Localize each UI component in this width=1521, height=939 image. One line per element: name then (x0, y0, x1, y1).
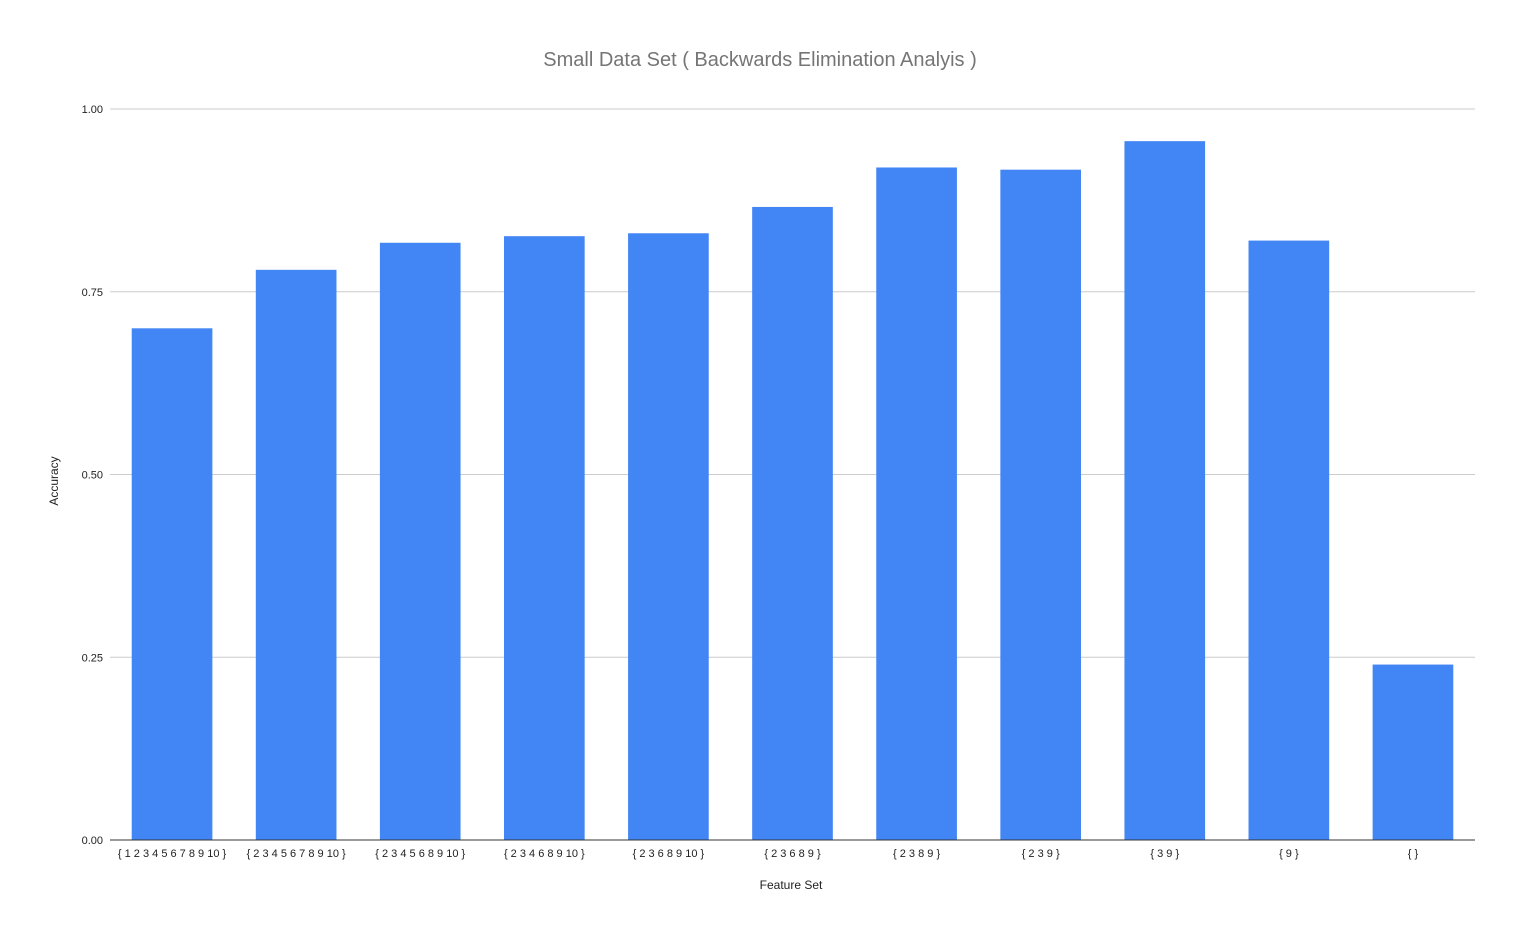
bar (131, 328, 213, 840)
x-axis-label: Feature Set (760, 878, 823, 892)
x-tick-label: { 2 3 8 9 } (893, 848, 940, 860)
bar (1000, 169, 1082, 841)
y-tick-label: 0.25 (82, 652, 103, 664)
y-tick-label: 1.00 (82, 104, 103, 116)
bar (255, 269, 337, 840)
x-tick-label: { 9 } (1279, 848, 1299, 860)
x-tick-label: { 2 3 4 5 6 7 8 9 10 } (247, 848, 346, 860)
y-tick-label: 0.75 (82, 287, 103, 299)
y-tick-label: 0.50 (82, 470, 103, 482)
x-tick-label: { 2 3 6 8 9 } (764, 848, 821, 860)
x-tick-label: { 2 3 6 8 9 10 } (633, 848, 705, 860)
bar (1372, 664, 1454, 840)
bar (1124, 141, 1206, 840)
bar (628, 233, 709, 840)
bar (752, 206, 833, 841)
x-tick-label: { 1 2 3 4 5 6 7 8 9 10 } (118, 848, 227, 860)
x-axis-ticks: { 1 2 3 4 5 6 7 8 9 10 } { 2 3 4 5 6 7 8 … (118, 848, 1419, 860)
bar (876, 167, 957, 841)
x-tick-label: { 2 3 4 5 6 8 9 10 } (375, 848, 465, 860)
y-axis-ticks: 0.00 0.25 0.50 0.75 1.00 (82, 104, 103, 847)
bar (503, 236, 585, 841)
bars (131, 141, 1454, 841)
chart-title: Small Data Set ( Backwards Elimination A… (543, 49, 977, 71)
x-tick-label: { 3 9 } (1150, 848, 1179, 860)
x-tick-label: { 2 3 9 } (1022, 848, 1060, 860)
bar (379, 242, 461, 840)
x-tick-label: { 2 3 4 6 8 9 10 } (504, 848, 585, 860)
y-axis-label: Accuracy (47, 456, 61, 505)
x-tick-label: { } (1408, 848, 1419, 860)
y-tick-label: 0.00 (82, 835, 103, 847)
bar (1248, 240, 1330, 840)
